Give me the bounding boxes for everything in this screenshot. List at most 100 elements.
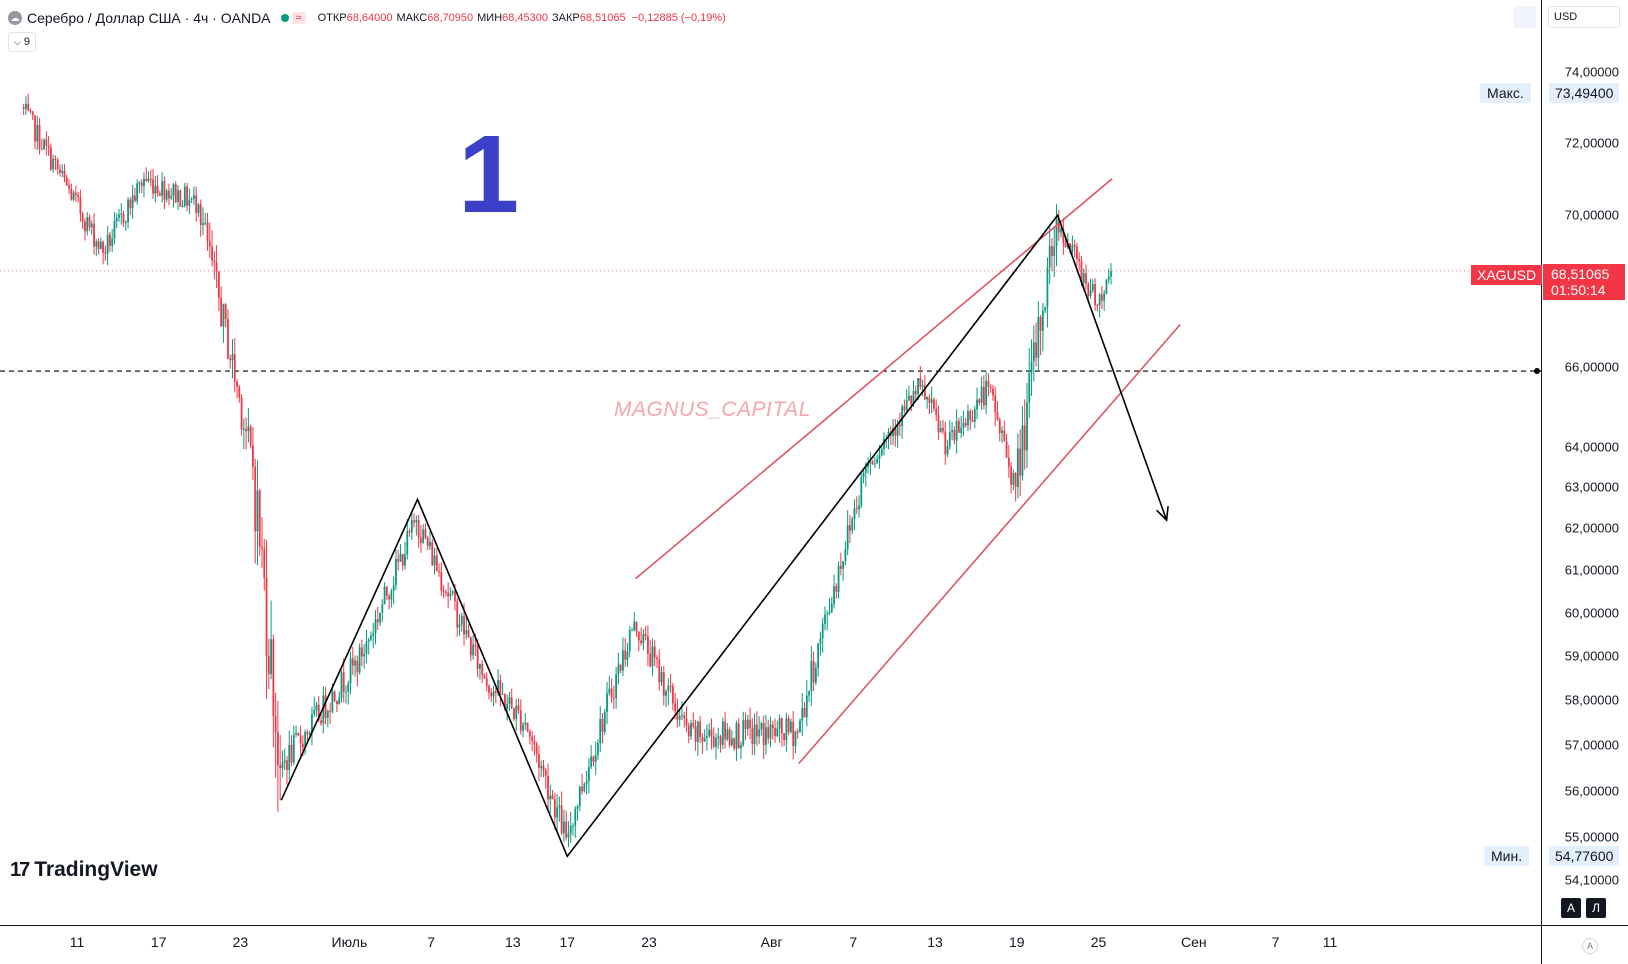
candle-body xyxy=(962,422,965,428)
candle-body xyxy=(642,634,645,644)
candle-body xyxy=(553,799,556,818)
candle-body xyxy=(231,354,234,361)
candle-body xyxy=(987,380,990,387)
candle-body xyxy=(721,721,724,745)
candle-body xyxy=(814,667,817,683)
candle-body xyxy=(1103,293,1106,301)
candle-body xyxy=(1021,425,1024,476)
tradingview-logo[interactable]: 17 TradingView xyxy=(10,858,158,882)
candle-body xyxy=(919,378,922,387)
candle-body xyxy=(810,661,813,692)
indicators-toggle-button[interactable]: ⌵ 9 xyxy=(8,32,36,52)
candle-body xyxy=(326,711,329,718)
candle-body xyxy=(1023,425,1026,451)
candle-body xyxy=(762,723,765,745)
candle-body xyxy=(928,397,931,403)
candle-body xyxy=(374,619,377,634)
candle-body xyxy=(735,723,738,749)
candle-body xyxy=(948,432,951,447)
candle-body xyxy=(247,426,250,432)
candle-body xyxy=(308,732,311,734)
candle-body xyxy=(333,691,336,701)
candle-body xyxy=(370,635,372,640)
candle-body xyxy=(846,525,849,550)
candle-body xyxy=(969,411,972,421)
chart-settings-button[interactable] xyxy=(1514,6,1536,28)
time-tick-label: 19 xyxy=(1008,934,1025,950)
auto-scale-button[interactable]: A xyxy=(1561,898,1581,918)
price-chart[interactable] xyxy=(0,0,1541,925)
candle-body xyxy=(898,424,901,427)
candle-body xyxy=(967,411,969,426)
channel-upper-line xyxy=(634,178,1113,580)
price-axis[interactable]: USD 74,00000 72,00000 70,00000 66,00000 64,0… xyxy=(1541,0,1628,925)
candle-body xyxy=(286,760,288,771)
currency-selector[interactable]: USD xyxy=(1548,6,1620,28)
candle-body xyxy=(170,195,173,199)
candle-body xyxy=(785,718,788,741)
candle-body xyxy=(109,234,111,246)
candle-body xyxy=(1005,441,1008,458)
candle-body xyxy=(25,103,27,109)
candle-body xyxy=(780,718,783,734)
candle-body xyxy=(469,637,472,656)
candle-body xyxy=(699,721,702,738)
candle-body xyxy=(839,565,842,569)
time-tick-label: 17 xyxy=(559,934,576,950)
candle-body xyxy=(263,548,266,578)
chart-area[interactable] xyxy=(0,0,1541,925)
candle-body xyxy=(106,234,109,254)
candle-body xyxy=(508,697,511,704)
candle-body xyxy=(1062,228,1065,243)
candle-body xyxy=(883,438,885,450)
candle-body xyxy=(424,529,427,538)
candle-body xyxy=(887,431,890,439)
candle-body xyxy=(874,463,876,465)
candle-body xyxy=(179,190,182,207)
candle-body xyxy=(233,354,236,382)
symbol-title[interactable]: Серебро / Доллар США · 4ч · OANDA xyxy=(27,10,271,26)
candle-body xyxy=(299,735,302,744)
candle-body xyxy=(783,733,786,741)
candle-body xyxy=(708,729,711,736)
candle-body xyxy=(1001,430,1003,433)
candle-body xyxy=(583,783,586,792)
candle-body xyxy=(1057,219,1060,233)
candle-body xyxy=(740,744,742,749)
candle-body xyxy=(249,426,252,446)
forecast-arrow-head xyxy=(1156,506,1169,522)
candle-body xyxy=(43,139,45,150)
candle-body xyxy=(973,409,976,422)
candle-body xyxy=(767,727,770,739)
candle-body xyxy=(796,731,799,733)
candle-body xyxy=(862,472,865,478)
candle-body xyxy=(363,653,366,657)
axis-corner: A xyxy=(1541,925,1628,964)
candle-body xyxy=(220,297,223,327)
candle-body xyxy=(458,624,461,628)
candle-body xyxy=(479,663,481,669)
auto-adjust-icon[interactable]: A xyxy=(1582,938,1598,954)
candle-body xyxy=(47,145,50,148)
candle-body xyxy=(1044,307,1047,311)
time-axis[interactable]: 11 17 23 Июль 7 13 17 23 Авг 7 13 19 25 Сен 7 11 xyxy=(0,925,1541,964)
candle-body xyxy=(1035,342,1037,358)
candle-body xyxy=(930,399,933,403)
candle-body xyxy=(122,213,125,223)
candle-body xyxy=(1069,243,1072,252)
candle-body xyxy=(833,586,835,604)
candle-body xyxy=(574,808,577,826)
candle-body xyxy=(567,833,570,838)
candle-body xyxy=(681,715,683,717)
candle-body xyxy=(910,395,913,405)
candle-body xyxy=(960,427,963,433)
candle-body xyxy=(660,672,663,683)
close-label: ЗАКР xyxy=(552,12,580,24)
candle-body xyxy=(719,736,722,745)
price-tick-label: 61,00000 xyxy=(1564,562,1619,578)
candle-body xyxy=(254,466,257,532)
log-scale-button[interactable]: Л xyxy=(1586,898,1606,918)
candle-body xyxy=(501,694,504,696)
candle-body xyxy=(283,760,286,763)
candle-body xyxy=(115,217,118,222)
